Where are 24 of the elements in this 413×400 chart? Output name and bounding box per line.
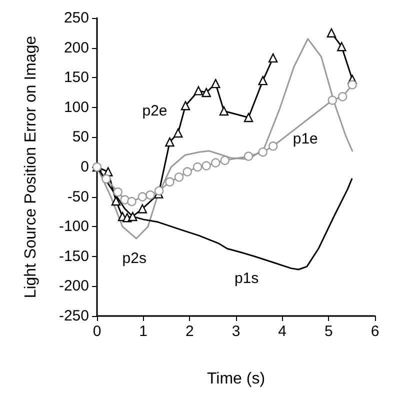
y-tick-label: 100 [64, 98, 89, 116]
y-tick-label: -250 [58, 308, 89, 324]
y-tick-label: 250 [64, 10, 89, 26]
x-tick-label: 4 [278, 323, 287, 340]
series-label: p1s [234, 270, 259, 287]
y-tick-label: -150 [58, 248, 89, 265]
y-tick-label: -50 [67, 188, 89, 206]
y-axis-title: Light Source Position Error on Image [22, 36, 40, 298]
y-tick-label: -100 [58, 218, 89, 236]
series-label: p1e [292, 130, 318, 148]
x-axis-title: Time (s) [206, 370, 266, 388]
y-tick-label: 150 [64, 69, 89, 86]
y-tick-label: -200 [58, 278, 89, 295]
series-label: p2s [122, 250, 146, 268]
series-label: p2e [142, 102, 168, 120]
x-tick-label: 2 [185, 323, 194, 340]
x-tick-label: 3 [232, 323, 240, 340]
x-tick-label: 1 [139, 323, 148, 340]
x-tick-label: 6 [370, 323, 380, 340]
y-tick-label: 0 [80, 158, 89, 176]
y-tick-label: 200 [64, 39, 89, 56]
x-tick-label: 0 [92, 323, 102, 340]
x-tick-label: 5 [324, 323, 333, 340]
y-tick-label: 50 [72, 128, 89, 146]
